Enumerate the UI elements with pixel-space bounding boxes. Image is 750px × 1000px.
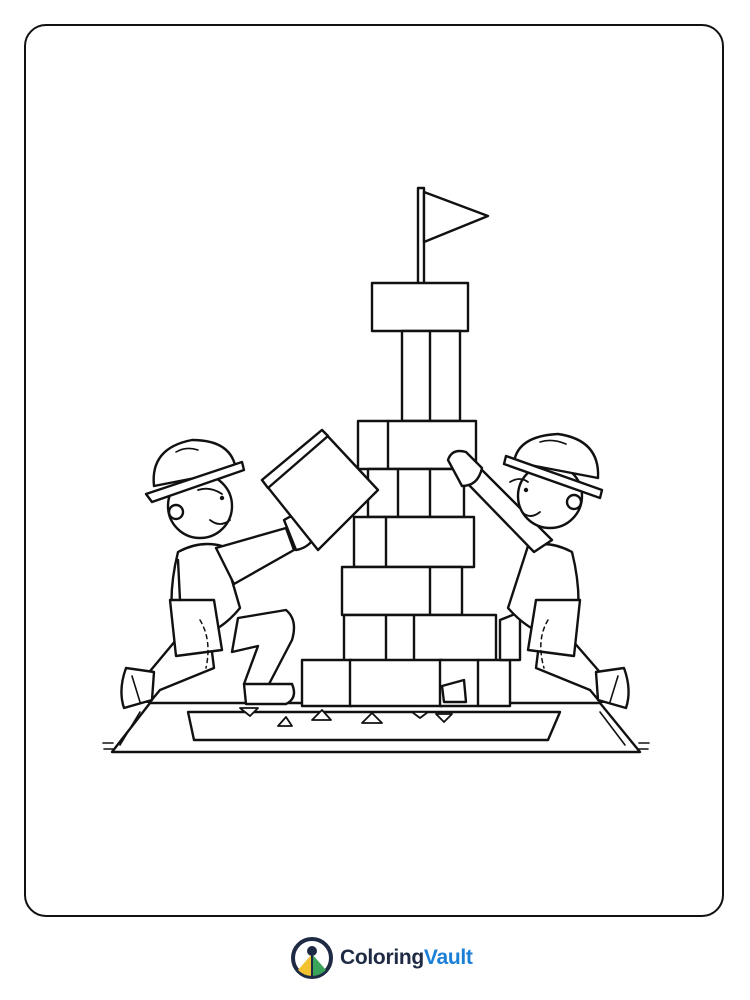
brand-name-part1: Coloring	[340, 946, 424, 969]
brand-name-part2: Vault	[423, 946, 473, 969]
worker-left	[120, 472, 320, 710]
block-tower-icon	[300, 281, 512, 708]
brand-name: ColoringVault	[340, 946, 473, 970]
hard-hat-icon	[144, 438, 246, 504]
coloring-page-frame	[24, 24, 724, 917]
coloringvault-logo-icon	[291, 937, 333, 979]
worker-right	[440, 449, 630, 710]
rug-icon	[102, 701, 650, 754]
held-block	[260, 428, 380, 552]
flag-icon	[416, 186, 490, 286]
hard-hat-icon	[502, 432, 604, 500]
brand-logo: ColoringVault	[290, 936, 473, 980]
